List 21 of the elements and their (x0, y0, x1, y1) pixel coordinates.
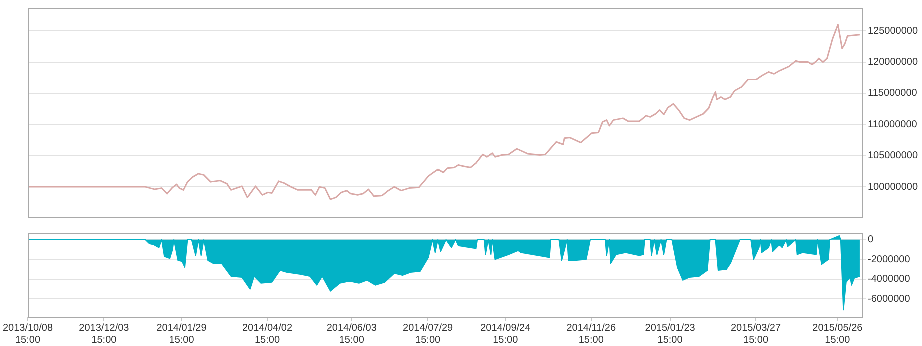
y-tick-label: 120000000 (868, 57, 918, 68)
y-tick-label: 110000000 (868, 119, 918, 130)
x-tick-label: 2015/01/23 15:00 (645, 322, 696, 346)
y-tick-label: 100000000 (868, 182, 918, 193)
x-tick-label: 2014/07/29 15:00 (403, 322, 454, 346)
x-tick-label: 2013/10/08 15:00 (2, 322, 54, 346)
y-tick-label: 105000000 (868, 150, 918, 162)
y-tick-label: -2000000 (868, 254, 911, 266)
y-tick-label: 0 (868, 234, 874, 246)
y-tick-label: -4000000 (868, 274, 911, 286)
y-tick-label: 115000000 (868, 88, 918, 100)
x-tick-label: 2014/11/26 15:00 (566, 322, 616, 346)
x-tick-label: 2014/09/24 15:00 (480, 322, 532, 346)
x-tick-label: 2014/06/03 15:00 (326, 322, 378, 346)
x-tick-label: 2013/12/03 15:00 (79, 322, 130, 346)
x-tick-label: 2015/05/26 15:00 (812, 322, 864, 346)
x-tick-label: 2014/01/29 15:00 (156, 322, 208, 346)
x-tick-label: 2015/03/27 15:00 (730, 322, 782, 346)
y-tick-label: -6000000 (868, 294, 911, 305)
x-tick-label: 2014/04/02 15:00 (242, 322, 293, 346)
y-tick-label: 125000000 (868, 26, 918, 37)
